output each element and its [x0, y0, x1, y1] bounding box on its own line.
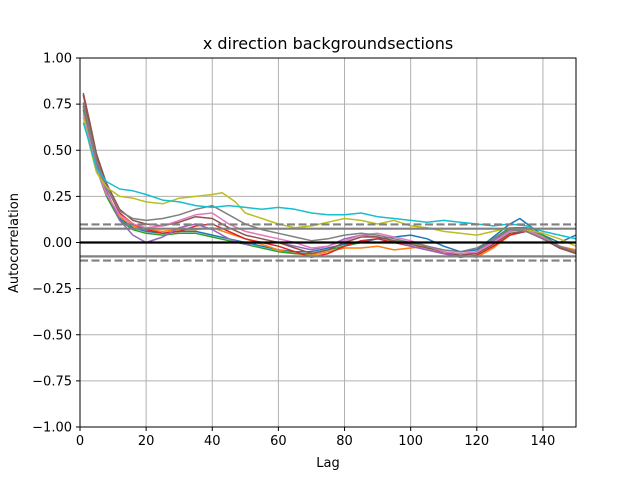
- series-line-8: [82, 116, 576, 247]
- x-tick-label-2: 40: [204, 434, 221, 449]
- series-line-4: [82, 103, 576, 257]
- x-tick-label-6: 120: [464, 434, 489, 449]
- x-tick-label-1: 20: [138, 434, 155, 449]
- plot-area: [76, 57, 577, 431]
- series-line-5: [82, 92, 576, 257]
- y-tick-label-3: −0.25: [32, 282, 72, 297]
- chart-title: x direction backgroundsections: [203, 34, 453, 53]
- series-line-6: [82, 113, 576, 255]
- x-tick-label-5: 100: [398, 434, 423, 449]
- x-tick-label-7: 140: [531, 434, 556, 449]
- y-tick-label-1: −0.75: [32, 374, 72, 389]
- y-tick-label-2: −0.50: [32, 328, 72, 343]
- y-tick-label-5: 0.25: [43, 190, 72, 205]
- y-tick-label-0: −1.00: [32, 421, 72, 436]
- x-tick-label-0: 0: [76, 434, 84, 449]
- y-tick-label-8: 1.00: [43, 52, 72, 67]
- x-axis-label: Lag: [316, 456, 339, 471]
- y-tick-label-4: 0.00: [43, 236, 72, 251]
- y-tick-label-6: 0.50: [43, 144, 72, 159]
- y-axis-label: Autocorrelation: [7, 193, 22, 293]
- x-tick-label-3: 60: [270, 434, 287, 449]
- x-tick-label-4: 80: [336, 434, 353, 449]
- y-tick-label-7: 0.75: [43, 98, 72, 113]
